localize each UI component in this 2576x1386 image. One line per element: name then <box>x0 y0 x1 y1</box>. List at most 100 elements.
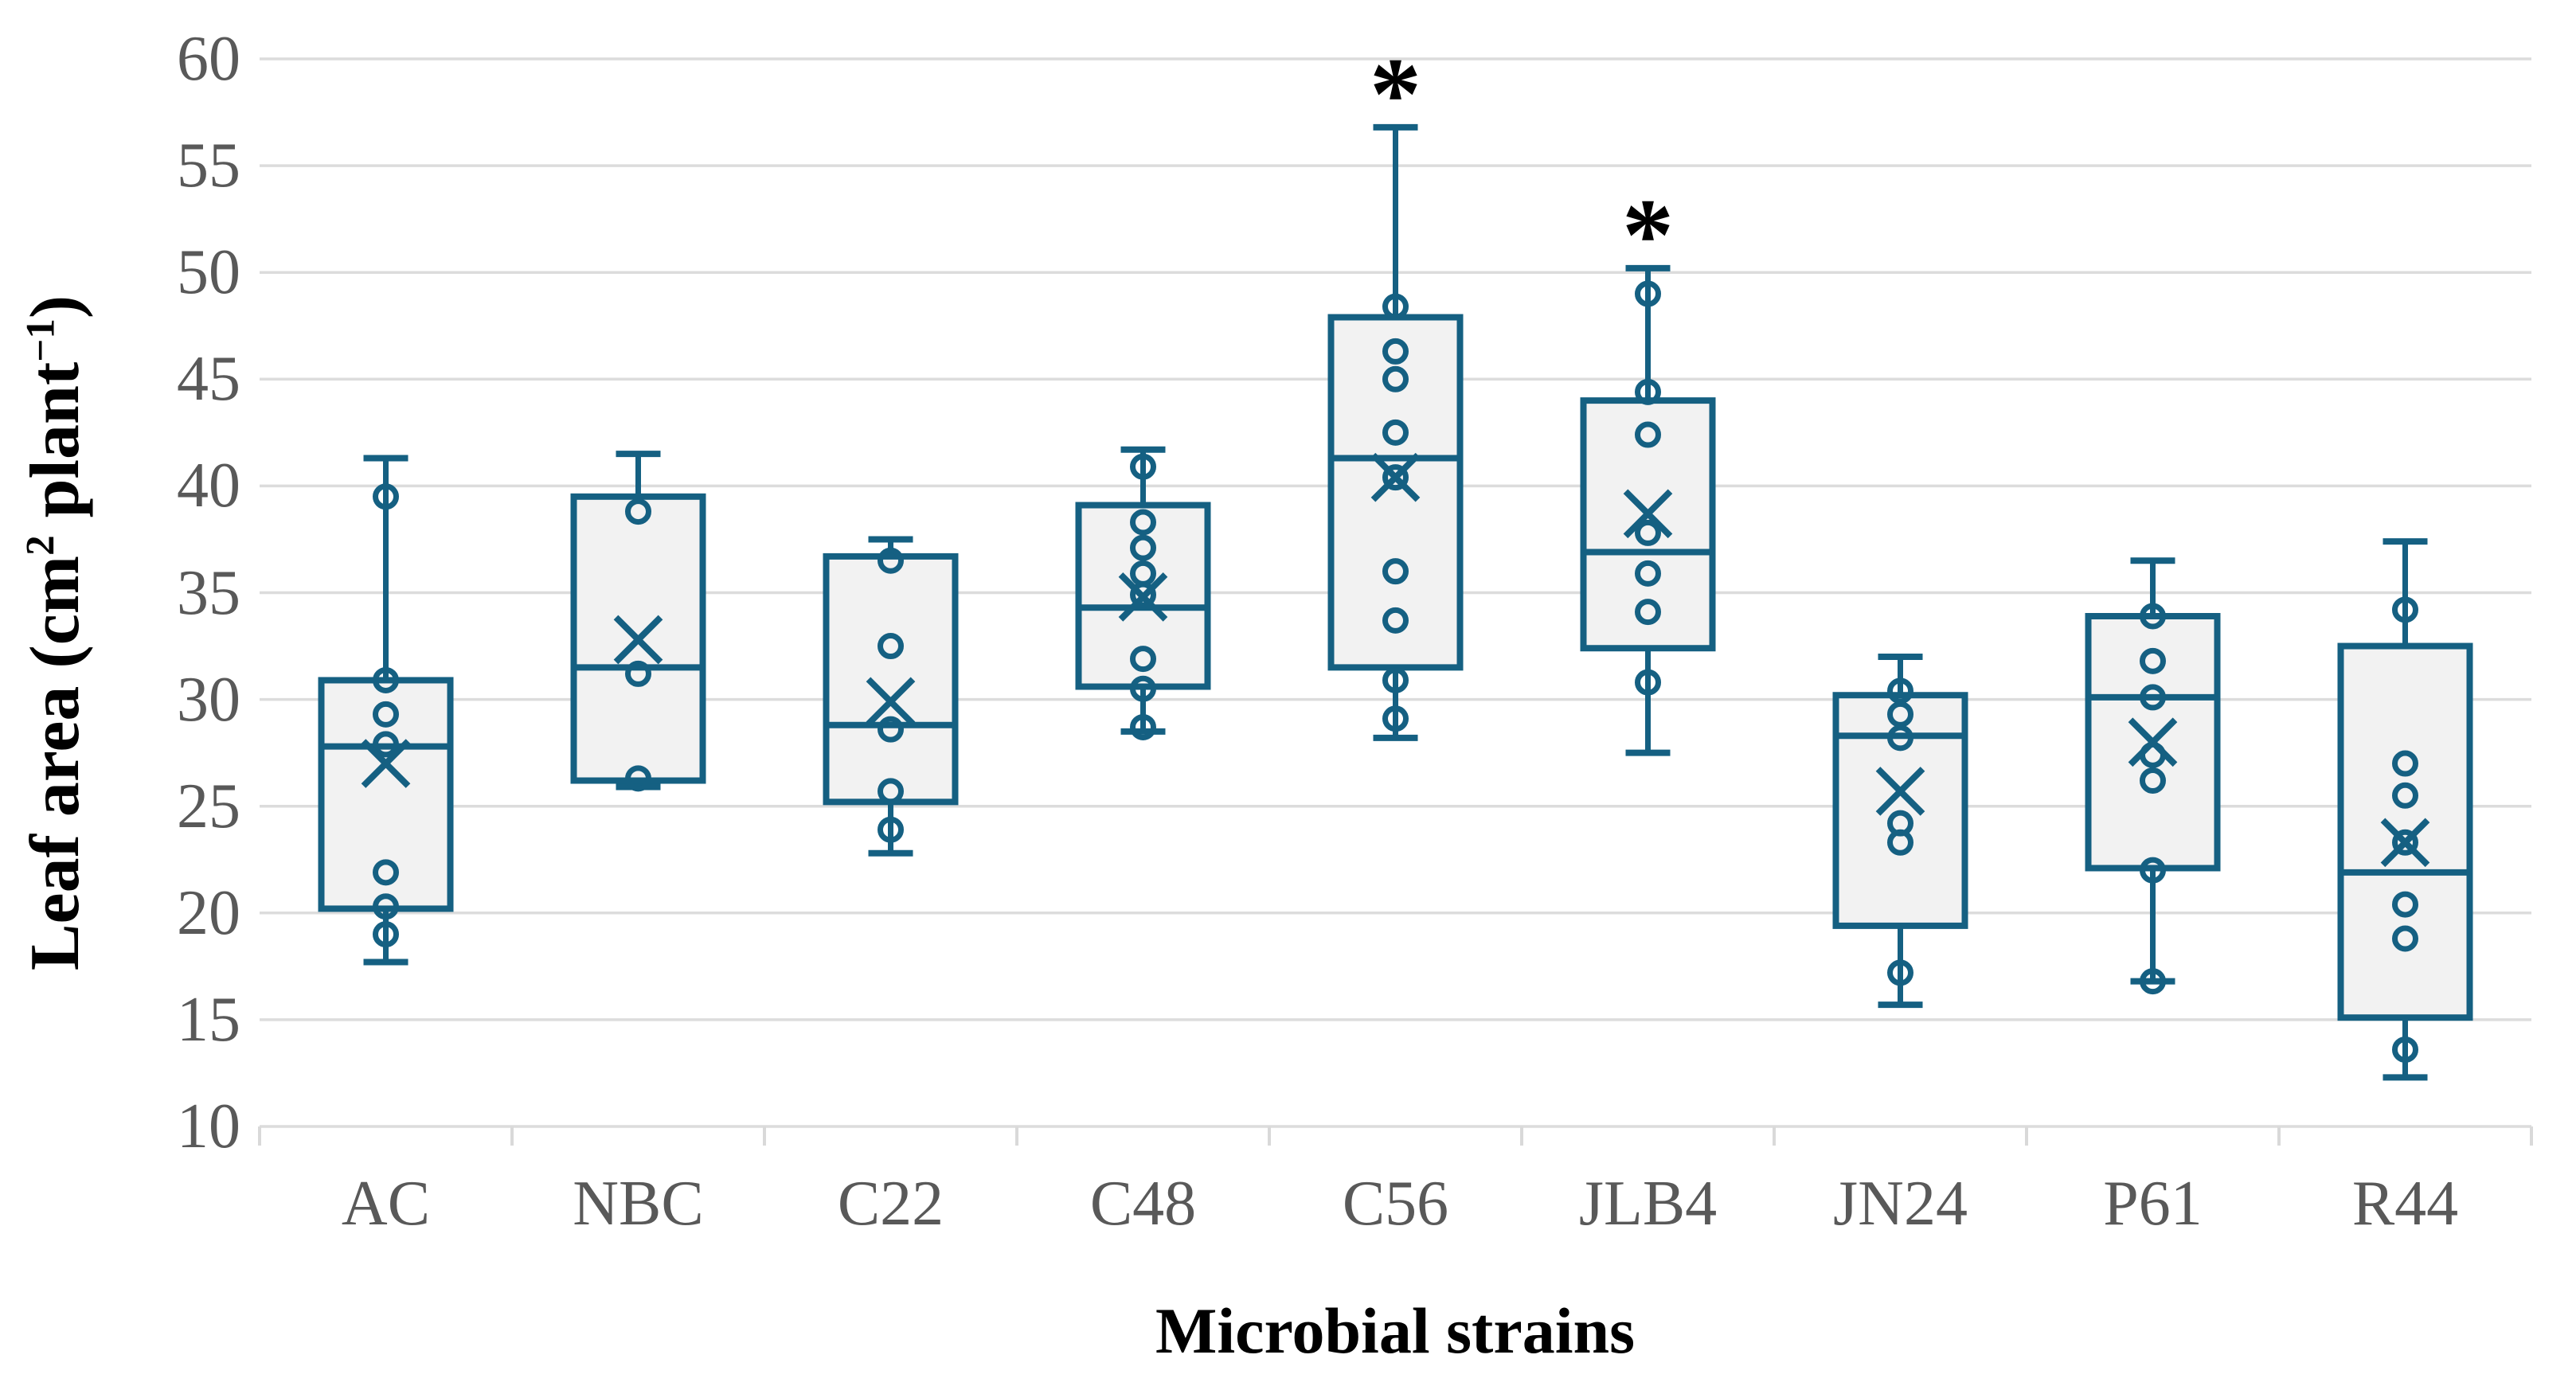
data-point <box>1130 581 1156 608</box>
x-category-label: AC <box>341 1169 431 1239</box>
data-point <box>1635 669 1661 696</box>
data-point <box>878 778 904 805</box>
iqr-box <box>318 677 454 912</box>
data-point <box>373 666 399 693</box>
iqr-box <box>823 552 959 806</box>
data-point <box>625 498 651 525</box>
data-point <box>2392 925 2418 952</box>
data-point <box>373 893 399 920</box>
y-tick-label: 35 <box>177 557 240 628</box>
data-point <box>373 701 399 728</box>
data-point <box>2140 603 2166 630</box>
y-tick-label: 30 <box>177 664 240 735</box>
data-point <box>625 660 651 687</box>
data-point <box>2140 684 2166 711</box>
data-point <box>1130 713 1156 740</box>
significance-asterisk: * <box>1622 178 1674 293</box>
y-tick-label: 45 <box>177 344 240 415</box>
y-tick-label: 25 <box>177 771 240 841</box>
x-category-label: NBC <box>573 1169 704 1239</box>
data-point <box>1130 534 1156 561</box>
x-category-label: JLB4 <box>1578 1169 1718 1239</box>
significance-asterisk: * <box>1370 37 1421 152</box>
y-tick-label: 40 <box>177 451 240 521</box>
boxplot-group-C22 <box>823 536 959 857</box>
data-point <box>1382 464 1409 491</box>
data-point <box>1635 280 1661 307</box>
boxplot-group-C48 <box>1075 446 1211 740</box>
x-axis-ticks <box>258 1126 2533 1146</box>
mean-marker <box>613 615 663 665</box>
data-point <box>1887 701 1913 728</box>
boxplot-group-NBC <box>570 451 706 792</box>
iqr-box <box>2337 642 2473 1021</box>
data-point <box>1382 666 1409 693</box>
x-category-label: R44 <box>2351 1169 2459 1239</box>
data-point <box>2140 767 2166 795</box>
data-point <box>2140 647 2166 674</box>
x-category-label: C22 <box>837 1169 944 1239</box>
x-category-label: P61 <box>2103 1169 2203 1239</box>
x-category-label: C48 <box>1089 1169 1197 1239</box>
mean-marker <box>1370 452 1421 502</box>
mean-marker <box>361 739 411 788</box>
x-category-label: C56 <box>1342 1169 1449 1239</box>
data-point <box>373 859 399 886</box>
data-point <box>2392 750 2418 777</box>
boxplot-group-AC <box>318 455 454 966</box>
data-point <box>1382 419 1409 446</box>
data-point <box>373 731 399 758</box>
data-point <box>1382 607 1409 634</box>
boxplot-group-JLB4: * <box>1580 178 1716 756</box>
data-point <box>1382 338 1409 365</box>
boxplot-group-C56: * <box>1327 37 1464 741</box>
data-point <box>1382 705 1409 732</box>
data-point <box>1635 421 1661 448</box>
data-point <box>373 483 399 510</box>
y-tick-label: 60 <box>177 24 240 94</box>
data-point <box>373 921 399 948</box>
data-point <box>1887 829 1913 856</box>
data-point <box>2392 829 2418 856</box>
data-point <box>878 716 904 743</box>
data-point <box>878 547 904 574</box>
data-point <box>1887 724 1913 752</box>
data-point <box>2392 596 2418 623</box>
data-point <box>2140 857 2166 884</box>
data-point <box>1382 558 1409 585</box>
y-tick-label: 10 <box>177 1091 240 1162</box>
data-point <box>1635 599 1661 626</box>
mean-marker <box>1118 572 1168 622</box>
mean-marker <box>866 677 916 727</box>
x-category-label: JN24 <box>1833 1169 1968 1239</box>
data-point <box>1382 293 1409 320</box>
data-point <box>878 633 904 660</box>
x-axis-title: Microbial strains <box>1155 1294 1636 1367</box>
boxplot-group-JN24 <box>1832 653 1968 1009</box>
y-tick-label: 55 <box>177 131 240 201</box>
mean-marker <box>2128 717 2178 767</box>
data-point <box>1130 453 1156 480</box>
mean-marker <box>2380 818 2430 868</box>
mean-marker <box>1623 489 1673 539</box>
data-point <box>2392 782 2418 809</box>
boxplot-group-R44 <box>2337 538 2473 1081</box>
data-point <box>1635 560 1661 587</box>
boxplot-group-P61 <box>2085 557 2221 995</box>
data-point <box>1130 509 1156 536</box>
y-tick-label: 50 <box>177 237 240 308</box>
data-point <box>878 816 904 843</box>
data-point <box>625 765 651 792</box>
data-point <box>1130 675 1156 702</box>
data-point <box>1382 365 1409 392</box>
data-point <box>1130 646 1156 673</box>
data-point <box>2392 1036 2418 1063</box>
data-point <box>2140 968 2166 995</box>
data-point <box>2392 891 2418 918</box>
mean-marker <box>1875 767 1925 816</box>
data-point <box>1635 378 1661 405</box>
y-tick-label: 15 <box>177 984 240 1055</box>
data-point <box>1887 677 1913 705</box>
